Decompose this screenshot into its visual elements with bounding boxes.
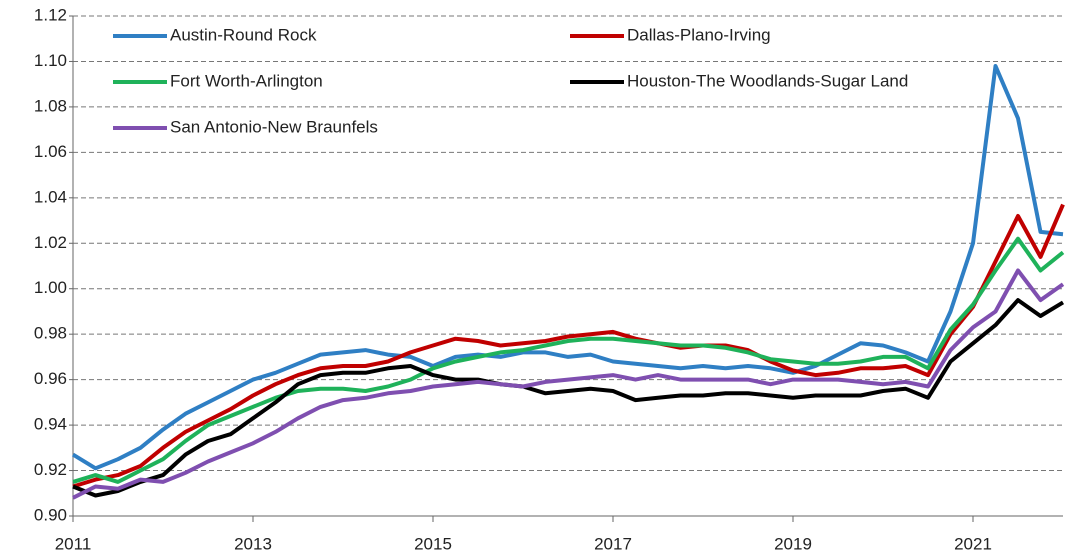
series-line bbox=[71, 64, 1064, 471]
legend-label: Dallas-Plano-Irving bbox=[627, 25, 771, 44]
y-tick-label: 1.10 bbox=[34, 51, 67, 70]
series-line bbox=[72, 203, 1065, 489]
y-tick-label: 1.02 bbox=[34, 233, 67, 252]
y-tick-label: 1.06 bbox=[34, 142, 67, 161]
x-tick-label: 2015 bbox=[414, 534, 452, 553]
y-tick-label: 1.00 bbox=[34, 278, 67, 297]
x-tick-label: 2021 bbox=[954, 534, 992, 553]
legend-label: Austin-Round Rock bbox=[170, 25, 317, 44]
y-tick-label: 1.08 bbox=[34, 96, 67, 115]
legend-label: Houston-The Woodlands-Sugar Land bbox=[627, 71, 908, 90]
x-tick-label: 2019 bbox=[774, 534, 812, 553]
y-tick-label: 1.12 bbox=[34, 5, 67, 24]
series-line bbox=[72, 236, 1065, 484]
y-tick-label: 1.04 bbox=[34, 187, 67, 206]
x-tick-label: 2017 bbox=[594, 534, 632, 553]
y-tick-label: 0.92 bbox=[34, 460, 67, 479]
y-tick-label: 0.94 bbox=[34, 415, 67, 434]
series-line bbox=[72, 298, 1065, 498]
series-line bbox=[72, 268, 1065, 500]
y-tick-label: 0.98 bbox=[34, 324, 67, 343]
y-tick-label: 0.96 bbox=[34, 369, 67, 388]
legend-label: Fort Worth-Arlington bbox=[170, 71, 323, 90]
x-tick-label: 2013 bbox=[234, 534, 272, 553]
y-tick-label: 0.90 bbox=[34, 505, 67, 524]
legend-label: San Antonio-New Braunfels bbox=[170, 117, 378, 136]
x-tick-label: 2011 bbox=[55, 534, 92, 553]
